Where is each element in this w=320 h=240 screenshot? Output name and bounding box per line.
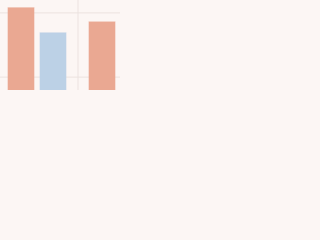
bar: [88, 21, 116, 90]
chart: [0, 0, 120, 90]
bar: [39, 32, 67, 90]
bar: [7, 7, 35, 90]
